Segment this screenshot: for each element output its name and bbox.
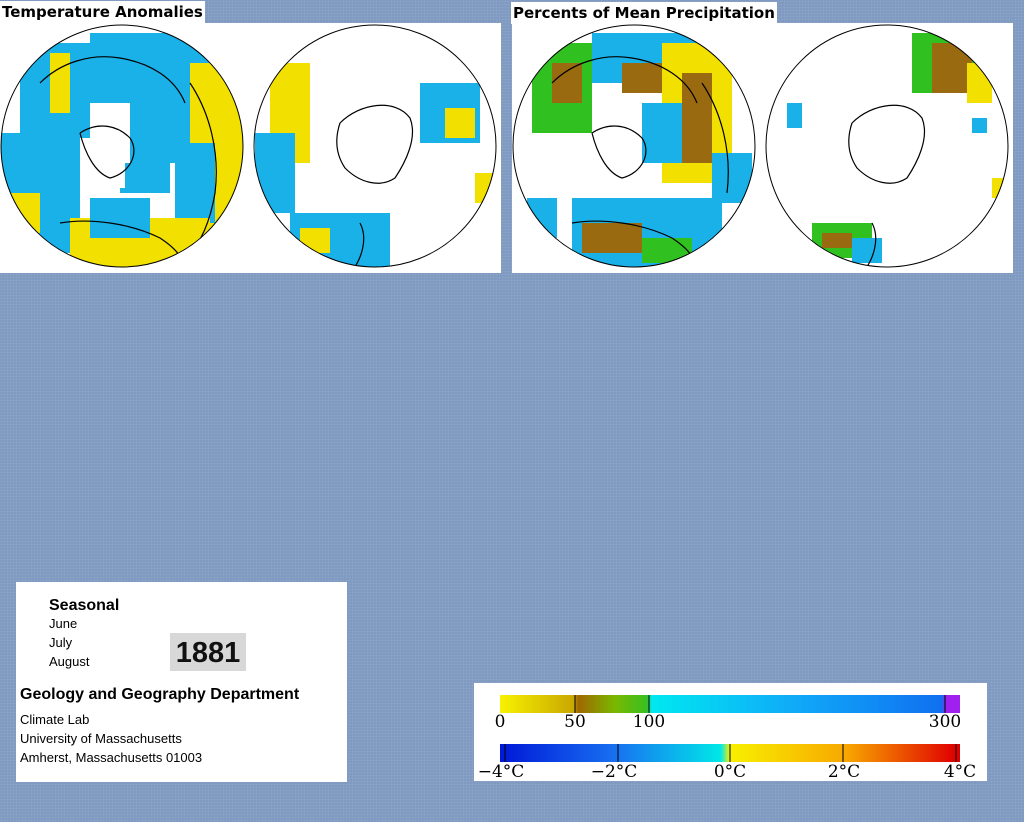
precipitation-tick-label: 0: [495, 712, 506, 732]
precipitation-legend: 0 50 100 300: [495, 695, 961, 732]
department-name: Geology and Geography Department: [20, 686, 300, 703]
temperature-tick-label: 2°C: [828, 762, 860, 781]
temperature-map-panel: [0, 23, 501, 273]
month-label: July: [49, 635, 73, 650]
university-name: University of Massachusetts: [20, 731, 182, 746]
temperature-tick-label: 0°C: [714, 762, 746, 781]
precipitation-tick-label: 50: [564, 712, 586, 732]
temperature-legend: −4°C −2°C 0°C 2°C 4°C: [478, 744, 976, 781]
month-label: June: [49, 616, 78, 631]
temperature-panel-title: Temperature Anomalies: [0, 1, 205, 23]
precipitation-color-bar: [500, 695, 960, 713]
address-line: Amherst, Massachusetts 01003: [20, 750, 203, 765]
year-display: 1881: [170, 633, 246, 671]
month-label: August: [49, 654, 90, 669]
color-legend: 0 50 100 300 −4°C −2°C 0°C 2°C 4°C: [474, 683, 987, 781]
lab-name: Climate Lab: [20, 712, 90, 727]
temperature-tick-label: −4°C: [478, 762, 525, 781]
precipitation-north-hemisphere: [513, 25, 755, 267]
precipitation-globes: [512, 24, 1009, 268]
precipitation-tick-label: 100: [633, 712, 665, 732]
temperature-globes: [0, 24, 497, 268]
precipitation-south-hemisphere: [766, 25, 1008, 267]
precipitation-panel-title: Percents of Mean Precipitation: [511, 2, 777, 24]
temperature-tick-label: −2°C: [591, 762, 638, 781]
info-box: Seasonal June July August 1881 Geology a…: [16, 582, 347, 782]
precipitation-tick-label: 300: [929, 712, 961, 732]
season-label: Seasonal: [49, 597, 120, 614]
temperature-south-hemisphere: [254, 25, 496, 267]
precipitation-map-panel: [512, 23, 1013, 273]
temperature-tick-label: 4°C: [944, 762, 976, 781]
temperature-north-hemisphere: [1, 25, 243, 267]
